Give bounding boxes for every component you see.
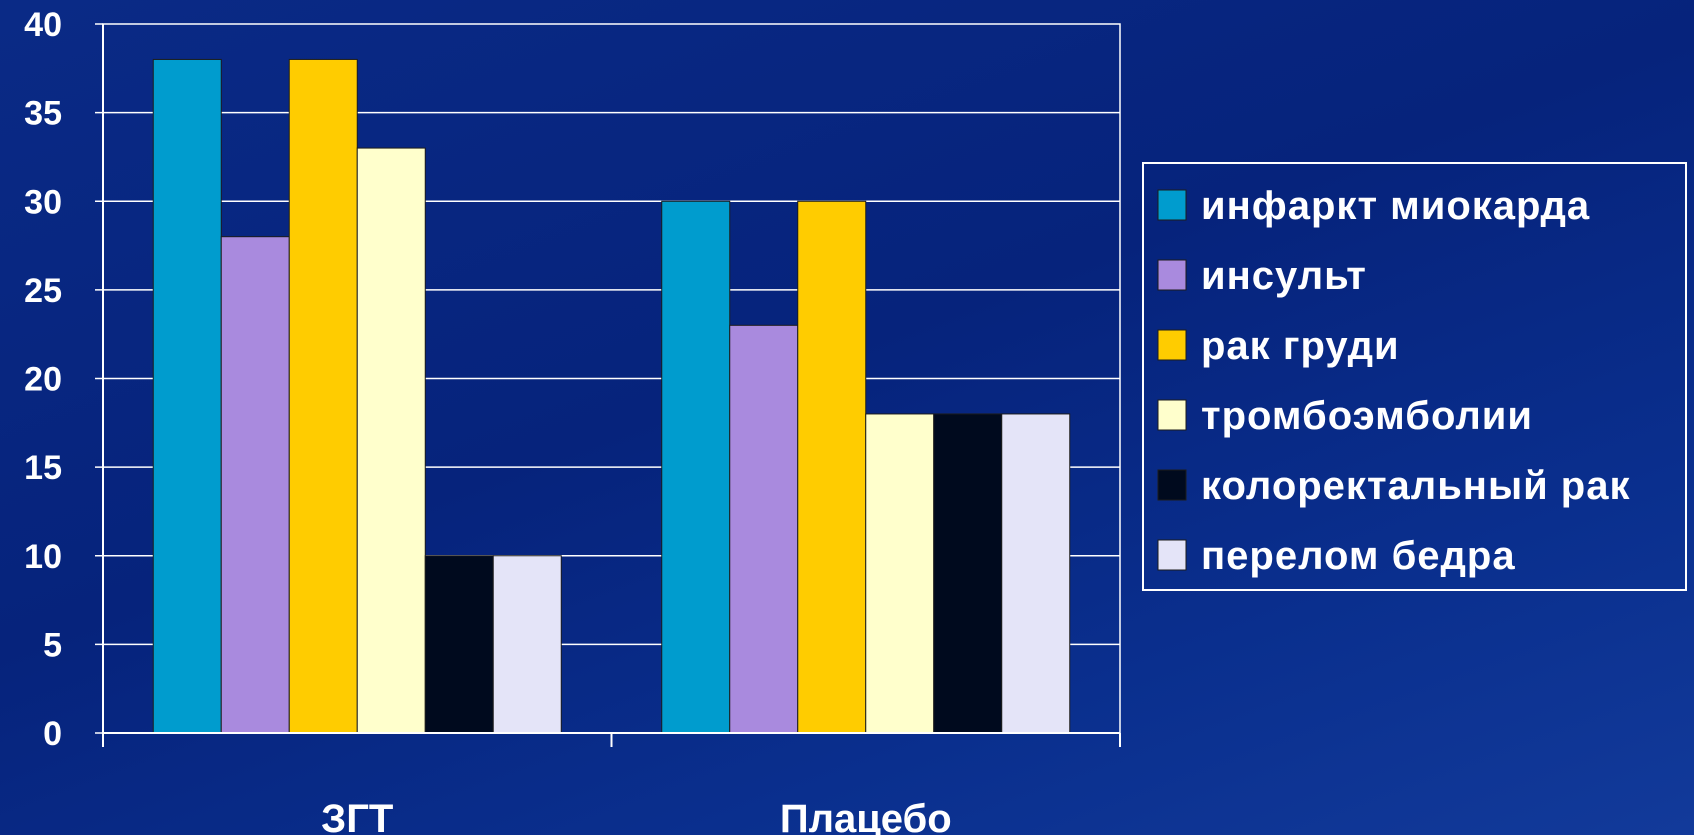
legend-label: рак груди bbox=[1201, 324, 1400, 368]
bar bbox=[356, 147, 426, 734]
legend-swatch bbox=[1157, 399, 1187, 431]
bar bbox=[1001, 413, 1071, 734]
bars bbox=[152, 58, 1071, 734]
y-tick-label: 40 bbox=[24, 6, 62, 44]
bar bbox=[288, 58, 358, 734]
y-tick-label: 35 bbox=[24, 95, 62, 133]
y-tick-label: 25 bbox=[24, 272, 62, 310]
bar bbox=[933, 413, 1003, 734]
legend-swatch bbox=[1157, 259, 1187, 291]
bar bbox=[152, 58, 222, 734]
y-tick-label: 0 bbox=[43, 715, 62, 753]
y-tick-label: 20 bbox=[24, 361, 62, 399]
legend-label: перелом бедра bbox=[1201, 534, 1516, 578]
x-category-label: ЗГТ bbox=[321, 797, 393, 835]
x-category-label: Плацебо bbox=[780, 797, 952, 835]
y-tick-label: 10 bbox=[24, 538, 62, 576]
legend-label: тромбоэмболии bbox=[1201, 394, 1533, 438]
bar bbox=[492, 555, 562, 734]
legend-swatch bbox=[1157, 469, 1187, 501]
bar bbox=[661, 200, 731, 734]
legend-label: инфаркт миокарда bbox=[1201, 184, 1590, 228]
legend-swatch bbox=[1157, 539, 1187, 571]
legend-box bbox=[1142, 162, 1687, 591]
y-tick-label: 30 bbox=[24, 183, 62, 221]
bar bbox=[424, 555, 494, 734]
axes: 0 5 10 15 20 25 30 35 40 ЗГТ Плацебо bbox=[24, 6, 1121, 835]
y-tick-label: 5 bbox=[43, 626, 62, 664]
legend-label: инсульт bbox=[1201, 254, 1367, 298]
bar bbox=[220, 236, 290, 734]
legend-label: колоректальный рак bbox=[1201, 464, 1631, 508]
legend-swatch bbox=[1157, 329, 1187, 361]
y-tick-label: 15 bbox=[24, 449, 62, 487]
legend: инфаркт миокарда инсульт рак груди тромбоэм… bbox=[1142, 162, 1687, 591]
bar bbox=[797, 200, 867, 734]
bar bbox=[729, 324, 799, 734]
bar bbox=[865, 413, 935, 734]
legend-swatch bbox=[1157, 189, 1187, 221]
